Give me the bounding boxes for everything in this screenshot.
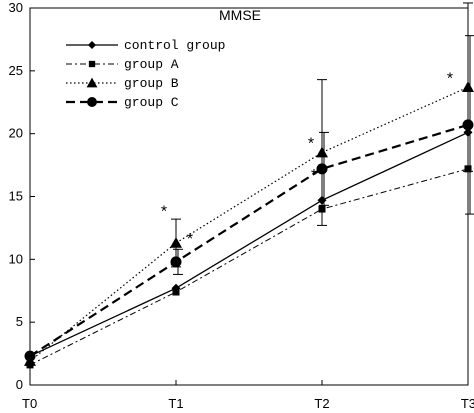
axes: 0 5 10 15 20 25 30 T0 T1 T2 T3 <box>9 0 474 411</box>
triangle-marker <box>462 81 474 92</box>
significance-star: * <box>447 70 453 87</box>
x-tick-label: T3 <box>461 396 474 411</box>
legend-label: control group <box>124 38 225 53</box>
circle-marker <box>87 97 97 107</box>
series-control-group <box>25 127 473 361</box>
legend-entry: control group <box>66 38 225 53</box>
series-line <box>29 86 469 362</box>
plot-frame <box>29 7 469 386</box>
series-line <box>29 168 469 366</box>
significance-star: * <box>308 136 314 153</box>
circle-marker <box>462 119 474 131</box>
y-tick-label: 30 <box>9 0 23 15</box>
significance-star: * <box>311 167 317 184</box>
legend-label: group A <box>124 57 179 72</box>
legend-label: group C <box>124 95 179 110</box>
series-layer <box>24 2 474 369</box>
legend-entry: group A <box>66 57 179 72</box>
diamond-marker <box>87 40 97 50</box>
x-tick-label: T2 <box>314 396 329 411</box>
x-tick-label: T0 <box>22 396 37 411</box>
y-tick-label: 10 <box>9 251 23 266</box>
chart-title: MMSE <box>219 7 261 23</box>
legend-entry: group C <box>66 95 179 110</box>
series-line <box>29 123 469 358</box>
annotation-layer: * * * * * <box>161 70 453 248</box>
y-tick-label: 0 <box>16 377 23 392</box>
legend-label: group B <box>124 76 179 91</box>
significance-star: * <box>187 231 193 248</box>
triangle-marker <box>316 146 328 158</box>
series-group-a <box>26 165 472 369</box>
legend-entry: group B <box>66 76 179 91</box>
legend: control group group A group B group C <box>66 38 225 110</box>
circle-marker <box>316 163 328 175</box>
y-tick-label: 20 <box>9 126 23 141</box>
circle-marker <box>170 256 182 268</box>
series-group-c <box>24 35 474 362</box>
y-tick-label: 25 <box>9 63 23 78</box>
square-marker <box>172 288 180 296</box>
y-tick-label: 5 <box>16 314 23 329</box>
x-tick-label: T1 <box>168 396 183 411</box>
significance-star: * <box>161 204 167 221</box>
circle-marker <box>24 350 36 362</box>
series-group-b <box>24 2 474 366</box>
y-tick-label: 15 <box>9 189 23 204</box>
square-marker <box>88 60 96 68</box>
triangle-marker <box>86 77 98 88</box>
series-line <box>29 131 469 357</box>
triangle-marker <box>170 236 182 248</box>
